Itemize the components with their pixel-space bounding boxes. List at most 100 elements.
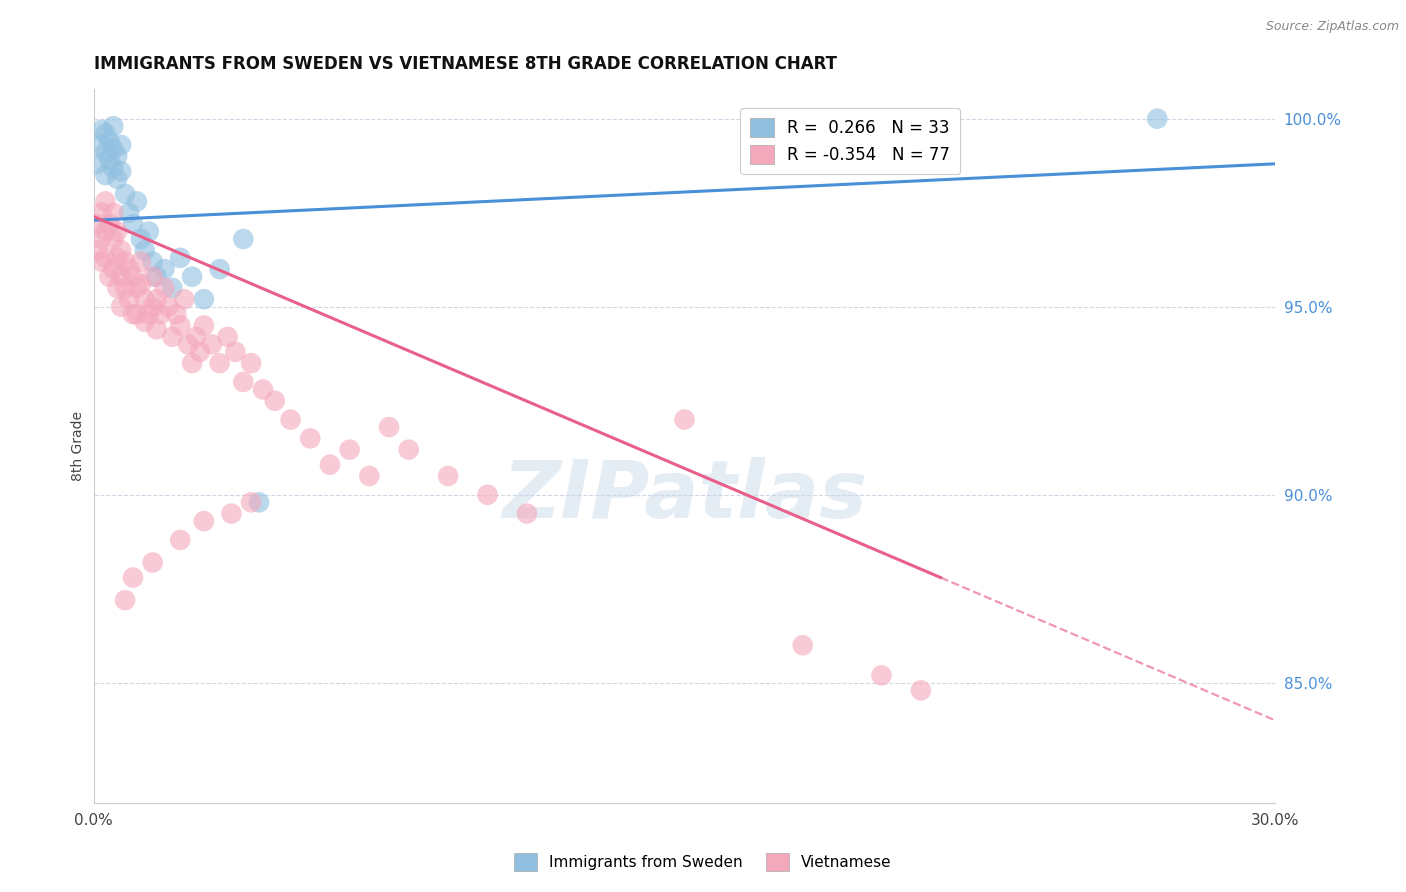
Point: [98, 217, 121, 231]
Point: [437, 469, 460, 483]
Point: [142, 556, 165, 570]
Point: [157, 300, 180, 314]
Point: [142, 254, 165, 268]
Point: [114, 254, 136, 268]
Point: [339, 442, 361, 457]
Point: [122, 217, 145, 231]
Point: [162, 281, 184, 295]
Point: [105, 251, 128, 265]
Point: [129, 232, 152, 246]
Point: [90, 254, 112, 268]
Point: [188, 344, 211, 359]
Point: [149, 307, 172, 321]
Point: [103, 205, 125, 219]
Point: [398, 442, 420, 457]
Point: [94, 251, 117, 265]
Point: [129, 254, 152, 268]
Point: [90, 232, 112, 246]
Point: [110, 300, 132, 314]
Point: [201, 337, 224, 351]
Point: [169, 251, 191, 265]
Point: [208, 356, 231, 370]
Point: [169, 533, 191, 547]
Point: [125, 307, 148, 321]
Point: [103, 232, 125, 246]
Point: [145, 292, 167, 306]
Point: [217, 330, 239, 344]
Point: [110, 138, 132, 153]
Point: [792, 638, 814, 652]
Point: [94, 168, 117, 182]
Point: [94, 225, 117, 239]
Legend: Immigrants from Sweden, Vietnamese: Immigrants from Sweden, Vietnamese: [508, 847, 898, 877]
Point: [129, 277, 152, 292]
Point: [224, 344, 246, 359]
Point: [122, 269, 145, 284]
Point: [221, 507, 243, 521]
Point: [299, 431, 322, 445]
Legend: R =  0.266   N = 33, R = -0.354   N = 77: R = 0.266 N = 33, R = -0.354 N = 77: [741, 108, 960, 175]
Point: [105, 149, 128, 163]
Point: [165, 307, 187, 321]
Point: [90, 205, 112, 219]
Point: [125, 281, 148, 295]
Point: [86, 157, 108, 171]
Point: [208, 262, 231, 277]
Point: [110, 164, 132, 178]
Point: [232, 232, 254, 246]
Point: [90, 123, 112, 137]
Point: [193, 292, 215, 306]
Point: [145, 269, 167, 284]
Point: [193, 514, 215, 528]
Point: [114, 186, 136, 201]
Point: [181, 356, 204, 370]
Point: [193, 318, 215, 333]
Point: [134, 244, 156, 258]
Point: [103, 142, 125, 156]
Point: [94, 127, 117, 141]
Point: [114, 281, 136, 295]
Point: [359, 469, 381, 483]
Point: [184, 330, 207, 344]
Point: [90, 138, 112, 153]
Point: [153, 281, 176, 295]
Point: [240, 495, 263, 509]
Point: [118, 262, 141, 277]
Point: [134, 292, 156, 306]
Point: [134, 315, 156, 329]
Point: [118, 292, 141, 306]
Point: [103, 119, 125, 133]
Point: [232, 375, 254, 389]
Y-axis label: 8th Grade: 8th Grade: [72, 411, 86, 481]
Point: [142, 300, 165, 314]
Point: [177, 337, 200, 351]
Point: [673, 412, 696, 426]
Point: [1146, 112, 1168, 126]
Point: [86, 217, 108, 231]
Point: [118, 205, 141, 219]
Point: [98, 153, 121, 167]
Point: [105, 172, 128, 186]
Point: [110, 269, 132, 284]
Point: [98, 269, 121, 284]
Point: [94, 145, 117, 160]
Text: Source: ZipAtlas.com: Source: ZipAtlas.com: [1265, 20, 1399, 33]
Point: [477, 488, 499, 502]
Point: [110, 244, 132, 258]
Point: [145, 322, 167, 336]
Point: [319, 458, 342, 472]
Point: [125, 194, 148, 209]
Point: [138, 307, 160, 321]
Point: [122, 570, 145, 584]
Point: [138, 225, 160, 239]
Point: [910, 683, 932, 698]
Point: [280, 412, 302, 426]
Point: [263, 393, 285, 408]
Point: [169, 318, 191, 333]
Point: [122, 307, 145, 321]
Point: [516, 507, 538, 521]
Text: IMMIGRANTS FROM SWEDEN VS VIETNAMESE 8TH GRADE CORRELATION CHART: IMMIGRANTS FROM SWEDEN VS VIETNAMESE 8TH…: [94, 55, 837, 73]
Point: [103, 262, 125, 277]
Point: [105, 281, 128, 295]
Point: [252, 383, 274, 397]
